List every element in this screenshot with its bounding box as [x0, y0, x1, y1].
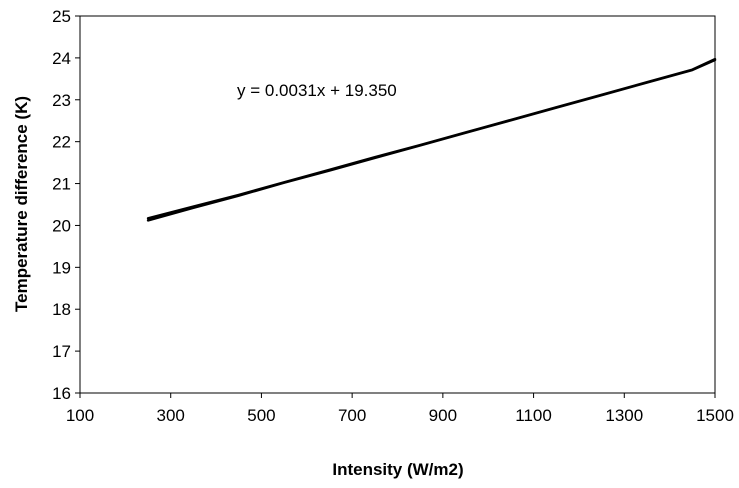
trendline-equation: y = 0.0031x + 19.350 [237, 81, 397, 100]
y-tick-label: 18 [52, 300, 71, 319]
series-line-1 [146, 57, 717, 220]
y-tick-label: 17 [52, 342, 71, 361]
y-tick-label: 23 [52, 91, 71, 110]
x-tick-label: 100 [66, 406, 94, 425]
y-tick-label: 20 [52, 216, 71, 235]
x-axis-title: Intensity (W/m2) [332, 460, 463, 479]
y-axis-title: Temperature difference (K) [12, 96, 31, 312]
series-line-2 [146, 58, 717, 222]
x-tick-label: 1100 [515, 406, 552, 425]
y-tick-label: 25 [52, 7, 71, 26]
x-tick-label: 900 [429, 406, 457, 425]
y-tick-label: 21 [52, 175, 71, 194]
x-tick-label: 300 [157, 406, 185, 425]
y-tick-label: 16 [52, 384, 71, 403]
plot-area [79, 15, 716, 394]
x-tick-label: 700 [338, 406, 366, 425]
x-tick-label: 500 [247, 406, 275, 425]
y-tick-label: 19 [52, 258, 71, 277]
y-tick-label: 22 [52, 133, 71, 152]
x-axis-ticks: 100 300 500 700 900 1100 1300 1500 [66, 393, 734, 425]
x-tick-label: 1300 [605, 406, 643, 425]
y-tick-label: 24 [52, 49, 71, 68]
y-axis-ticks: 16 17 18 19 20 21 22 23 24 25 [52, 7, 80, 403]
series-layer [146, 57, 717, 222]
x-tick-label: 1500 [696, 406, 734, 425]
